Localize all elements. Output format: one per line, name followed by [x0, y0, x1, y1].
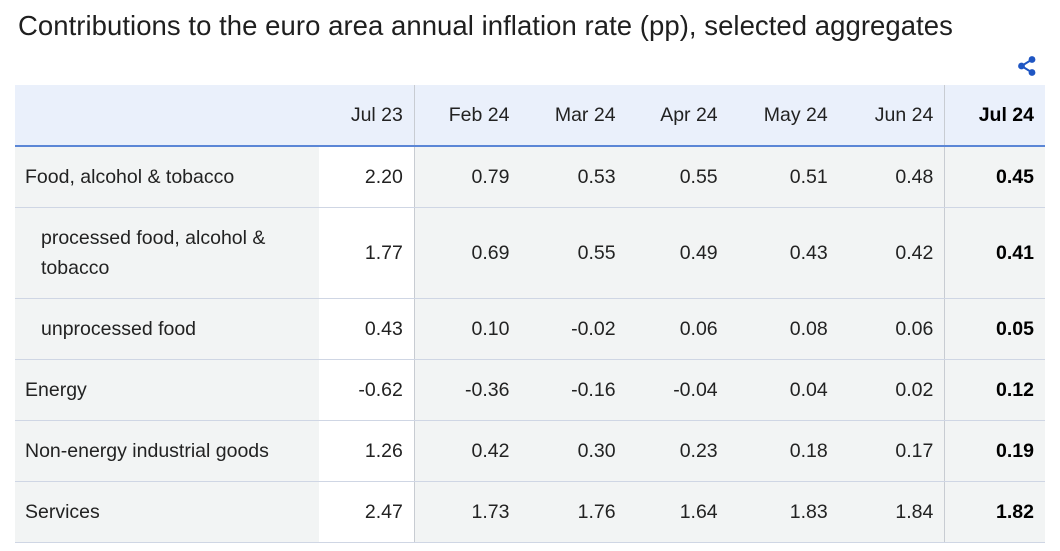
- table-cell: 2.47: [319, 481, 415, 543]
- row-label: processed food, alcohol & tobacco: [15, 207, 320, 299]
- table-cell: 1.83: [728, 481, 839, 543]
- table-cell-latest: 0.12: [944, 359, 1045, 421]
- table-cell: 0.55: [626, 146, 729, 208]
- table-cell: 0.79: [414, 146, 521, 208]
- table-cell: 0.42: [414, 420, 521, 482]
- column-header-latest[interactable]: Jul 24: [944, 85, 1045, 147]
- table-cell: 1.84: [838, 481, 945, 543]
- table-cell: -0.36: [414, 359, 521, 421]
- table-cell: 1.77: [319, 207, 415, 299]
- table-cell: 0.18: [728, 420, 839, 482]
- column-header[interactable]: Mar 24: [520, 85, 627, 147]
- table-cell: 0.06: [838, 298, 945, 360]
- table-cell: 0.08: [728, 298, 839, 360]
- table-cell: 1.73: [414, 481, 521, 543]
- table-row: Non-energy industrial goods 1.26 0.42 0.…: [15, 420, 1045, 482]
- table-cell: 0.30: [520, 420, 627, 482]
- table-cell: 0.06: [626, 298, 729, 360]
- table-row: Services 2.47 1.73 1.76 1.64 1.83 1.84 1…: [15, 481, 1045, 543]
- contributions-table: Jul 23 Feb 24 Mar 24 Apr 24 May 24 Jun 2…: [15, 85, 1045, 543]
- table-row: Food, alcohol & tobacco 2.20 0.79 0.53 0…: [15, 146, 1045, 208]
- table-cell: -0.02: [520, 298, 627, 360]
- table-header-row: Jul 23 Feb 24 Mar 24 Apr 24 May 24 Jun 2…: [15, 85, 1045, 147]
- row-label: Non-energy industrial goods: [15, 420, 320, 482]
- table-cell: 0.55: [520, 207, 627, 299]
- table-row: processed food, alcohol & tobacco 1.77 0…: [15, 207, 1045, 299]
- table-row: unprocessed food 0.43 0.10 -0.02 0.06 0.…: [15, 298, 1045, 360]
- table-cell: 0.02: [838, 359, 945, 421]
- table-cell: 0.43: [319, 298, 415, 360]
- table-row: Energy -0.62 -0.36 -0.16 -0.04 0.04 0.02…: [15, 359, 1045, 421]
- table-cell: -0.04: [626, 359, 729, 421]
- table-cell: 0.48: [838, 146, 945, 208]
- column-header[interactable]: Feb 24: [414, 85, 521, 147]
- table-cell: 1.26: [319, 420, 415, 482]
- table-cell: 2.20: [319, 146, 415, 208]
- table-cell-latest: 0.45: [944, 146, 1045, 208]
- row-label: Energy: [15, 359, 320, 421]
- table-cell: 0.43: [728, 207, 839, 299]
- column-header[interactable]: May 24: [728, 85, 839, 147]
- table-cell-latest: 0.41: [944, 207, 1045, 299]
- column-header[interactable]: Jul 23: [319, 85, 415, 147]
- table-cell: 0.23: [626, 420, 729, 482]
- table-cell-latest: 1.82: [944, 481, 1045, 543]
- table-cell: 0.51: [728, 146, 839, 208]
- share-icon[interactable]: [1016, 55, 1038, 77]
- table-cell: -0.16: [520, 359, 627, 421]
- table-cell: 1.64: [626, 481, 729, 543]
- column-header[interactable]: Apr 24: [626, 85, 729, 147]
- table-cell: 0.53: [520, 146, 627, 208]
- table-cell: 0.17: [838, 420, 945, 482]
- page-title: Contributions to the euro area annual in…: [18, 10, 953, 41]
- table-cell: -0.62: [319, 359, 415, 421]
- table-cell: 0.49: [626, 207, 729, 299]
- table-cell: 0.04: [728, 359, 839, 421]
- table-cell: 0.69: [414, 207, 521, 299]
- table-cell: 1.76: [520, 481, 627, 543]
- table-cell-latest: 0.19: [944, 420, 1045, 482]
- row-label: Services: [15, 481, 320, 543]
- table-cell-latest: 0.05: [944, 298, 1045, 360]
- column-header[interactable]: Jun 24: [838, 85, 945, 147]
- row-label: Food, alcohol & tobacco: [15, 146, 320, 208]
- table-cell: 0.10: [414, 298, 521, 360]
- column-header-label: [15, 85, 320, 147]
- table-cell: 0.42: [838, 207, 945, 299]
- row-label: unprocessed food: [15, 298, 320, 360]
